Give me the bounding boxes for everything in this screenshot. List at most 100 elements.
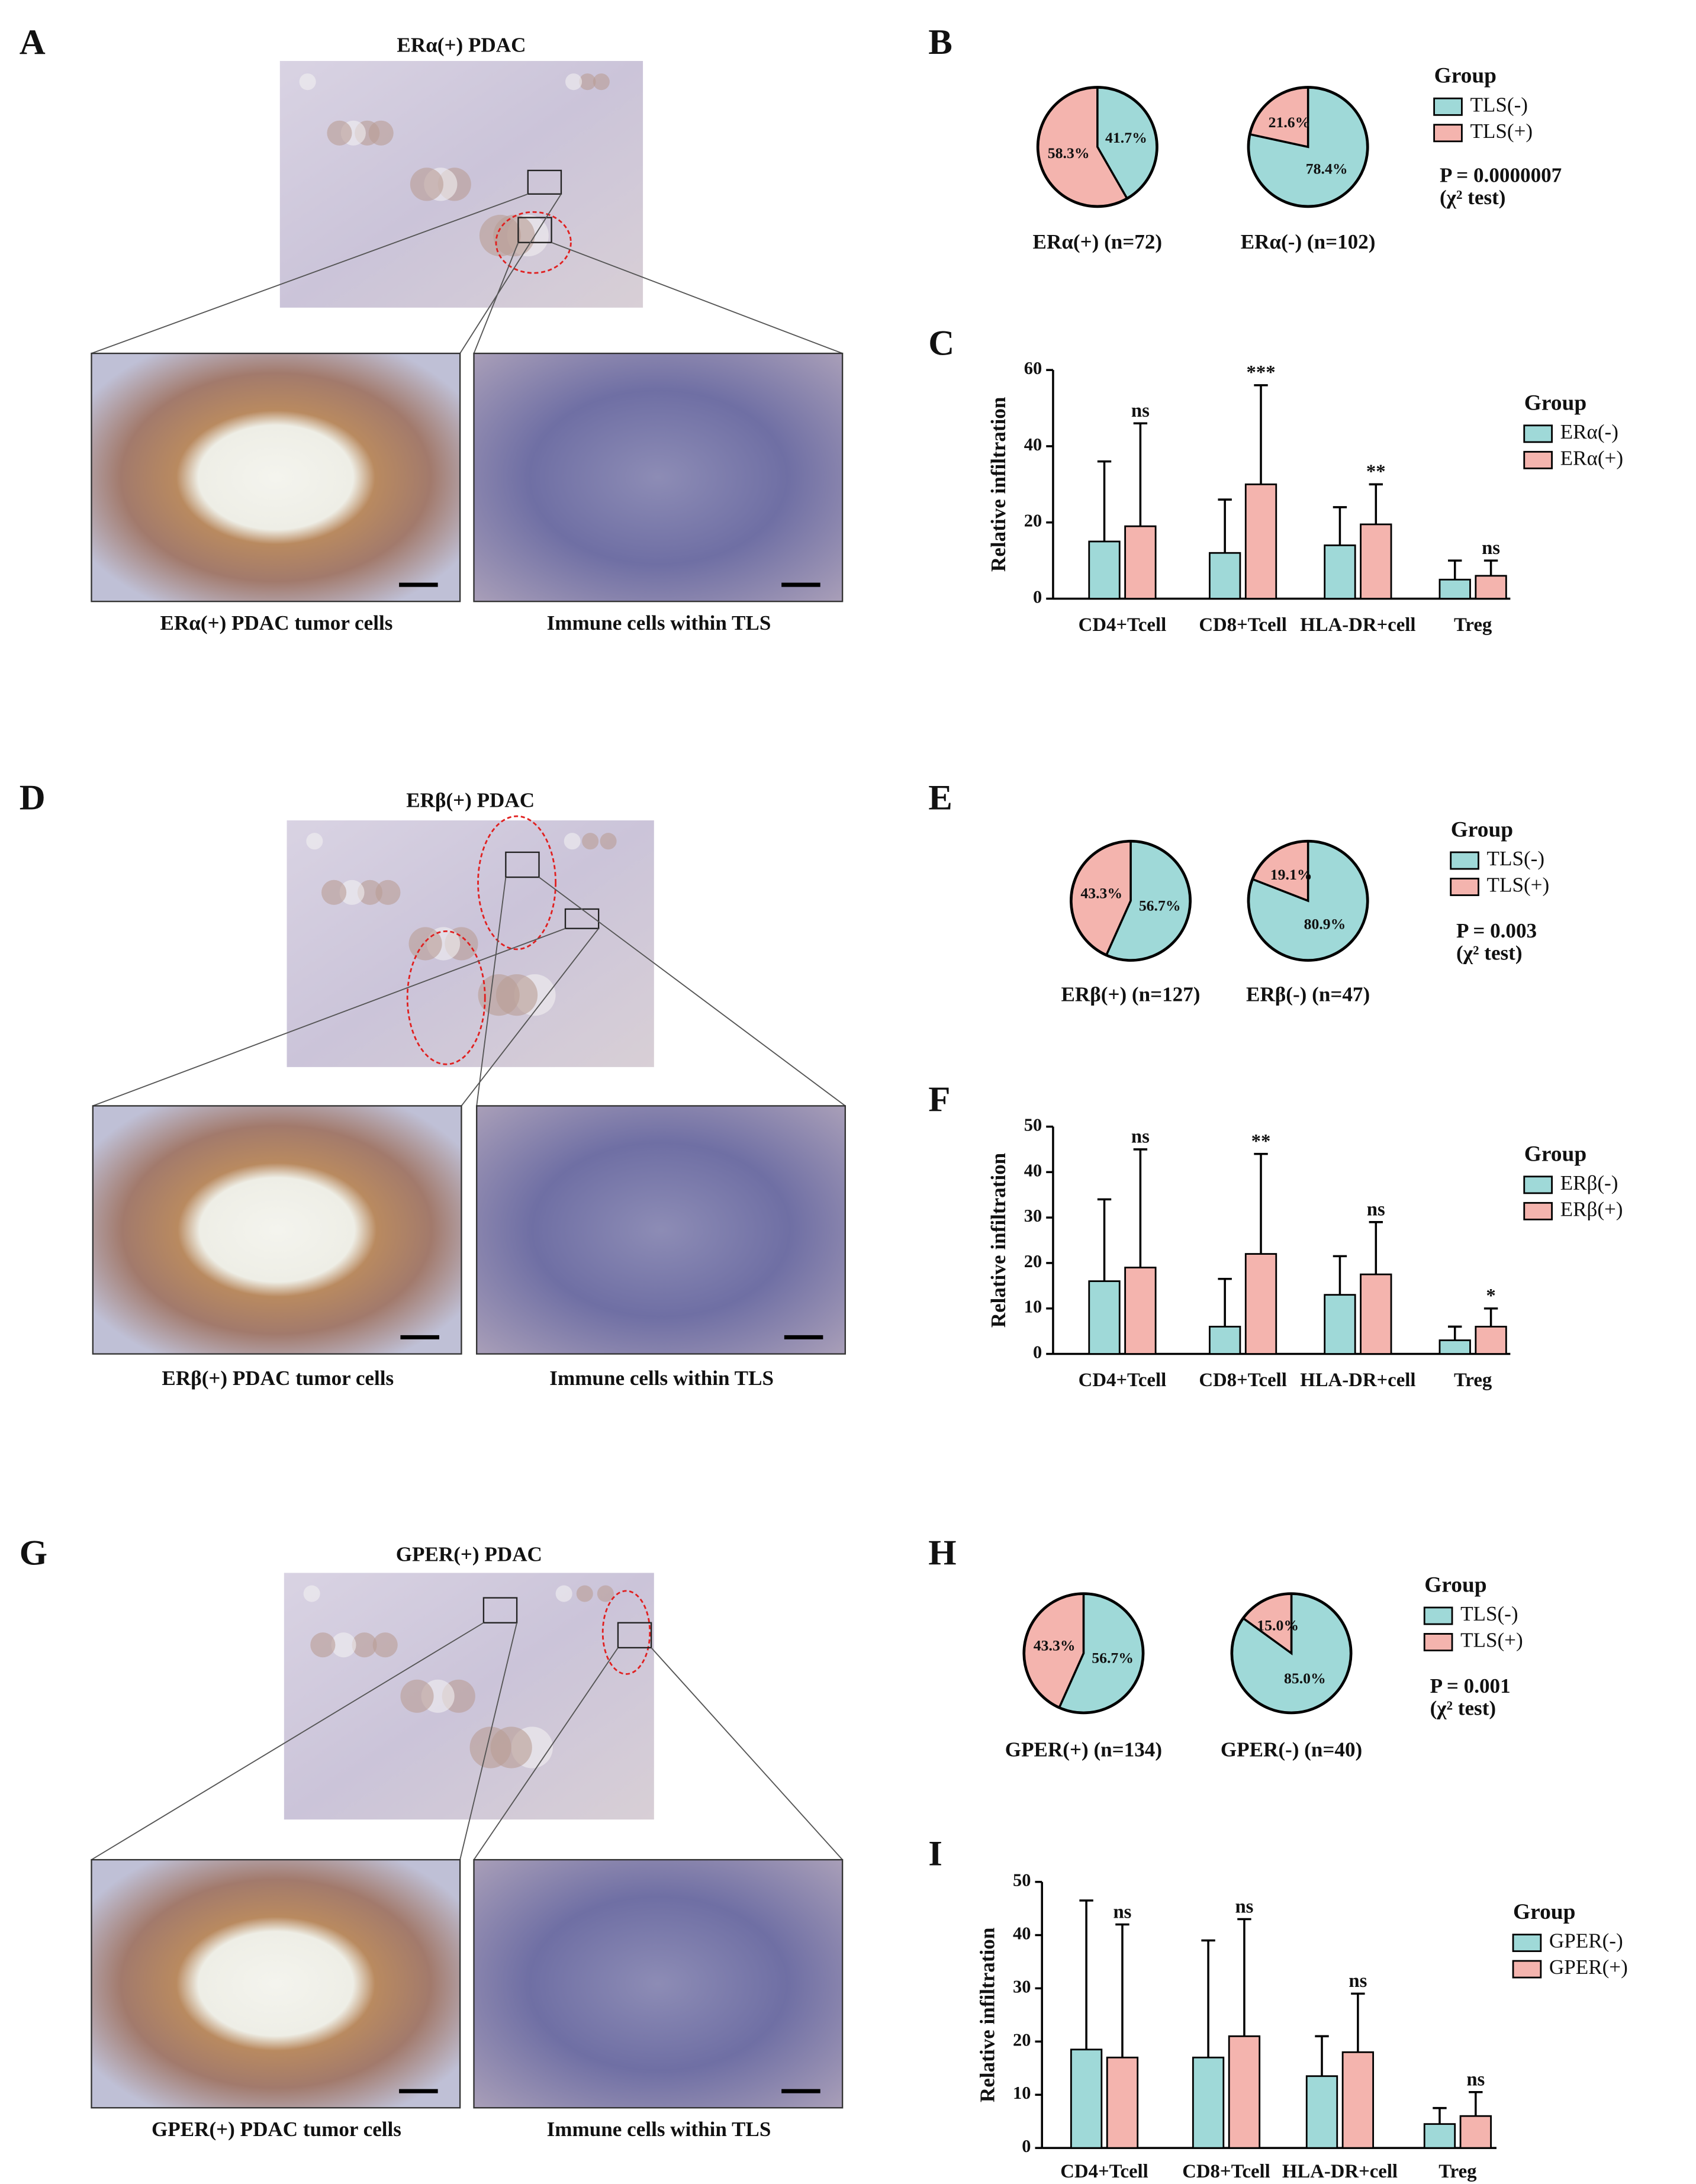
tissue-speckle <box>597 1585 614 1602</box>
legend-label: ERα(-) <box>1560 420 1618 443</box>
x-tick-label: Treg <box>1438 2161 1477 2182</box>
annotation: P = 0.001 <box>1430 1674 1511 1697</box>
image-caption: ERβ(+) PDAC tumor cells <box>162 1367 394 1390</box>
bar <box>1438 578 1471 600</box>
pie-label: ERα(+) (n=72) <box>1033 230 1163 253</box>
significance-label: ** <box>1366 461 1386 482</box>
pie-label: GPER(+) (n=134) <box>1005 1738 1162 1761</box>
zoom-box <box>482 1597 518 1623</box>
significance-label: ns <box>1466 2069 1485 2090</box>
y-tick-label: 10 <box>1024 1297 1042 1317</box>
panel-letter: C <box>928 323 954 363</box>
zoom-line <box>473 242 519 354</box>
pie-outline <box>1036 86 1158 208</box>
tissue-speckle <box>339 880 365 905</box>
image-caption: ERα(+) PDAC tumor cells <box>160 611 393 634</box>
legend-title: Group <box>1524 1142 1586 1166</box>
annotation: P = 0.0000007 <box>1440 164 1562 187</box>
bar <box>1475 1326 1507 1355</box>
legend-label: TLS(-) <box>1460 1602 1518 1625</box>
x-tick-label: Treg <box>1454 1370 1492 1391</box>
pie-value-label: 56.7% <box>1139 897 1181 914</box>
zoom-box <box>617 1622 652 1649</box>
pie-value-label: 21.6% <box>1269 114 1311 131</box>
panel-letter: F <box>928 1080 950 1120</box>
zoom-box <box>505 851 540 878</box>
pie-value-label: 85.0% <box>1284 1670 1326 1687</box>
pie-label: ERβ(-) (n=47) <box>1246 983 1370 1006</box>
zoom-line <box>538 877 846 1107</box>
pie-value-label: 56.7% <box>1092 1650 1134 1667</box>
legend-label: TLS(+) <box>1470 120 1533 143</box>
image-title: GPER(+) PDAC <box>396 1542 542 1565</box>
x-tick-label: CD8+Tcell <box>1182 2161 1270 2182</box>
bar <box>1423 2123 1456 2149</box>
tissue-speckle <box>479 214 522 257</box>
legend-label: TLS(+) <box>1460 1629 1523 1652</box>
bar <box>1209 552 1241 600</box>
significance-label: ns <box>1367 1199 1385 1220</box>
tissue-speckle <box>303 1585 320 1602</box>
pie-label: ERα(-) (n=102) <box>1241 230 1376 253</box>
zoom-line <box>476 877 507 1106</box>
tls-outline <box>601 1590 651 1675</box>
y-axis-label: Relative infiltration <box>976 1928 999 2102</box>
tissue-speckle <box>306 833 323 850</box>
tissue-speckle <box>555 1585 572 1602</box>
panel-letter: G <box>20 1533 47 1573</box>
annotation: P = 0.003 <box>1456 919 1537 942</box>
tissue-speckle <box>410 167 444 201</box>
x-tick-label: CD8+Tcell <box>1199 614 1287 636</box>
zoom-image <box>476 1105 846 1355</box>
y-axis-label: Relative infiltration <box>987 1153 1010 1328</box>
tls-outline <box>477 815 557 951</box>
legend-label: TLS(-) <box>1470 93 1527 116</box>
legend-title: Group <box>1513 1900 1575 1924</box>
bar <box>1088 540 1121 600</box>
tissue-speckle <box>564 833 581 850</box>
tissue-speckle <box>582 833 599 850</box>
legend-label: ERβ(+) <box>1560 1197 1623 1220</box>
legend-swatch <box>1512 1934 1542 1953</box>
tissue-speckle <box>331 1632 356 1658</box>
significance-label: ** <box>1251 1130 1271 1152</box>
bar <box>1475 575 1507 600</box>
annotation: (χ² test) <box>1456 941 1523 964</box>
pie-outline <box>1022 1592 1145 1715</box>
tissue-speckle <box>576 1585 593 1602</box>
legend-swatch <box>1523 424 1553 443</box>
panel-letter: I <box>928 1834 942 1873</box>
zoom-box <box>527 169 562 195</box>
legend-swatch <box>1433 97 1463 116</box>
panel-letter: D <box>20 778 46 817</box>
pie-value-label: 43.3% <box>1034 1637 1076 1654</box>
legend-swatch <box>1433 124 1463 143</box>
y-tick-label: 30 <box>1024 1206 1042 1226</box>
x-tick-label: CD4+Tcell <box>1079 1370 1167 1391</box>
bar <box>1324 1294 1356 1355</box>
y-tick-label: 30 <box>1013 1976 1031 1996</box>
legend-label: TLS(+) <box>1487 874 1550 897</box>
significance-label: ns <box>1131 400 1150 421</box>
significance-label: ns <box>1235 1896 1253 1917</box>
legend-label: GPER(-) <box>1549 1929 1623 1953</box>
legend-swatch <box>1523 1175 1553 1194</box>
x-tick-label: HLA-DR+cell <box>1300 614 1415 636</box>
zoom-line <box>459 1622 517 1860</box>
bar <box>1324 544 1356 600</box>
zoom-line <box>91 193 529 354</box>
y-tick-label: 0 <box>1022 2136 1031 2156</box>
tissue-speckle <box>469 1726 511 1769</box>
bar <box>1228 2035 1261 2149</box>
image-caption: GPER(+) PDAC tumor cells <box>152 2118 401 2141</box>
bar <box>1360 1273 1392 1355</box>
pie-outline <box>1230 1592 1353 1715</box>
zoom-line <box>461 928 599 1106</box>
image-title: ERβ(+) PDAC <box>406 789 535 812</box>
tls-outline <box>495 211 572 274</box>
annotation: (χ² test) <box>1430 1696 1497 1719</box>
y-tick-label: 10 <box>1013 2083 1031 2103</box>
y-tick-label: 50 <box>1013 1870 1031 1890</box>
bar <box>1192 2056 1225 2149</box>
legend-swatch <box>1450 878 1479 896</box>
